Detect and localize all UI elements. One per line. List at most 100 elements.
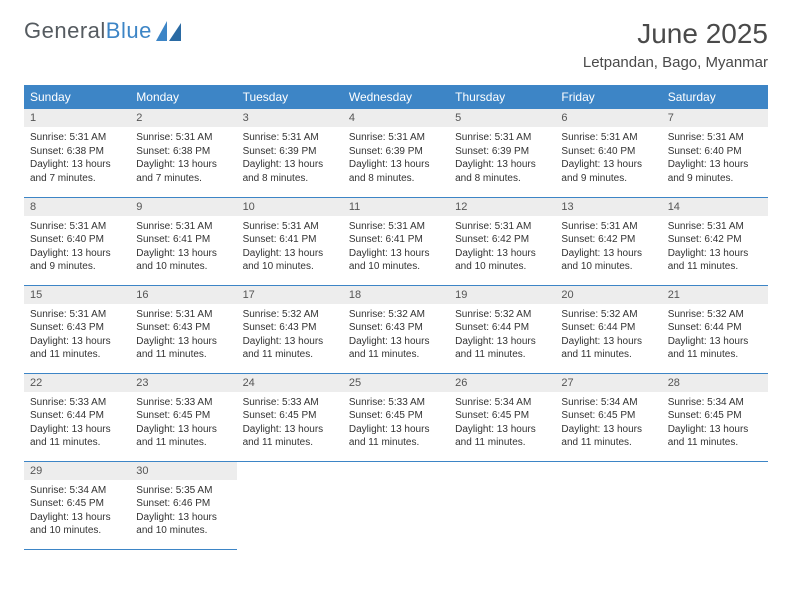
page-header: GeneralBlue June 2025 Letpandan, Bago, M… bbox=[24, 18, 768, 71]
day-number: 15 bbox=[24, 286, 130, 304]
day-content: Sunrise: 5:31 AMSunset: 6:41 PMDaylight:… bbox=[343, 216, 449, 278]
calendar-cell: 14Sunrise: 5:31 AMSunset: 6:42 PMDayligh… bbox=[662, 197, 768, 285]
sunset-line: Sunset: 6:42 PM bbox=[561, 233, 655, 247]
sunset-line: Sunset: 6:39 PM bbox=[243, 145, 337, 159]
sunset-line: Sunset: 6:45 PM bbox=[455, 409, 549, 423]
sunrise-line: Sunrise: 5:31 AM bbox=[136, 131, 230, 145]
sunset-line: Sunset: 6:43 PM bbox=[243, 321, 337, 335]
day-number: 21 bbox=[662, 286, 768, 304]
day-content: Sunrise: 5:34 AMSunset: 6:45 PMDaylight:… bbox=[555, 392, 661, 454]
sunset-line: Sunset: 6:45 PM bbox=[668, 409, 762, 423]
weekday-thursday: Thursday bbox=[449, 85, 555, 109]
sunrise-line: Sunrise: 5:31 AM bbox=[30, 308, 124, 322]
day-number: 11 bbox=[343, 198, 449, 216]
daylight-line: Daylight: 13 hours and 9 minutes. bbox=[668, 158, 762, 185]
daylight-line: Daylight: 13 hours and 10 minutes. bbox=[455, 247, 549, 274]
calendar-week-row: 22Sunrise: 5:33 AMSunset: 6:44 PMDayligh… bbox=[24, 373, 768, 461]
daylight-line: Daylight: 13 hours and 9 minutes. bbox=[30, 247, 124, 274]
calendar-cell: 3Sunrise: 5:31 AMSunset: 6:39 PMDaylight… bbox=[237, 109, 343, 197]
weekday-friday: Friday bbox=[555, 85, 661, 109]
calendar-cell: 20Sunrise: 5:32 AMSunset: 6:44 PMDayligh… bbox=[555, 285, 661, 373]
day-number: 1 bbox=[24, 109, 130, 127]
calendar-cell: 6Sunrise: 5:31 AMSunset: 6:40 PMDaylight… bbox=[555, 109, 661, 197]
sunset-line: Sunset: 6:40 PM bbox=[30, 233, 124, 247]
daylight-line: Daylight: 13 hours and 11 minutes. bbox=[349, 335, 443, 362]
calendar-cell: 25Sunrise: 5:33 AMSunset: 6:45 PMDayligh… bbox=[343, 373, 449, 461]
day-content: Sunrise: 5:31 AMSunset: 6:39 PMDaylight:… bbox=[237, 127, 343, 189]
calendar-cell: 10Sunrise: 5:31 AMSunset: 6:41 PMDayligh… bbox=[237, 197, 343, 285]
daylight-line: Daylight: 13 hours and 10 minutes. bbox=[136, 247, 230, 274]
daylight-line: Daylight: 13 hours and 11 minutes. bbox=[455, 335, 549, 362]
calendar-cell: 18Sunrise: 5:32 AMSunset: 6:43 PMDayligh… bbox=[343, 285, 449, 373]
day-number: 2 bbox=[130, 109, 236, 127]
day-number: 13 bbox=[555, 198, 661, 216]
calendar-cell: 16Sunrise: 5:31 AMSunset: 6:43 PMDayligh… bbox=[130, 285, 236, 373]
day-content: Sunrise: 5:32 AMSunset: 6:44 PMDaylight:… bbox=[662, 304, 768, 366]
day-number: 4 bbox=[343, 109, 449, 127]
daylight-line: Daylight: 13 hours and 11 minutes. bbox=[243, 423, 337, 450]
sunset-line: Sunset: 6:43 PM bbox=[136, 321, 230, 335]
sunset-line: Sunset: 6:45 PM bbox=[349, 409, 443, 423]
day-content: Sunrise: 5:32 AMSunset: 6:43 PMDaylight:… bbox=[343, 304, 449, 366]
day-content: Sunrise: 5:33 AMSunset: 6:45 PMDaylight:… bbox=[130, 392, 236, 454]
sunrise-line: Sunrise: 5:34 AM bbox=[668, 396, 762, 410]
calendar-week-row: 29Sunrise: 5:34 AMSunset: 6:45 PMDayligh… bbox=[24, 461, 768, 549]
sunset-line: Sunset: 6:43 PM bbox=[349, 321, 443, 335]
sunrise-line: Sunrise: 5:33 AM bbox=[136, 396, 230, 410]
sunset-line: Sunset: 6:40 PM bbox=[668, 145, 762, 159]
daylight-line: Daylight: 13 hours and 11 minutes. bbox=[136, 335, 230, 362]
sunrise-line: Sunrise: 5:31 AM bbox=[561, 220, 655, 234]
day-content: Sunrise: 5:31 AMSunset: 6:41 PMDaylight:… bbox=[237, 216, 343, 278]
sunset-line: Sunset: 6:44 PM bbox=[30, 409, 124, 423]
day-number: 14 bbox=[662, 198, 768, 216]
calendar-week-row: 15Sunrise: 5:31 AMSunset: 6:43 PMDayligh… bbox=[24, 285, 768, 373]
calendar-cell: 21Sunrise: 5:32 AMSunset: 6:44 PMDayligh… bbox=[662, 285, 768, 373]
day-content: Sunrise: 5:31 AMSunset: 6:43 PMDaylight:… bbox=[130, 304, 236, 366]
calendar-cell: 8Sunrise: 5:31 AMSunset: 6:40 PMDaylight… bbox=[24, 197, 130, 285]
day-content: Sunrise: 5:31 AMSunset: 6:42 PMDaylight:… bbox=[555, 216, 661, 278]
day-number: 9 bbox=[130, 198, 236, 216]
day-content: Sunrise: 5:33 AMSunset: 6:45 PMDaylight:… bbox=[343, 392, 449, 454]
calendar-cell: 30Sunrise: 5:35 AMSunset: 6:46 PMDayligh… bbox=[130, 461, 236, 549]
calendar-cell: 27Sunrise: 5:34 AMSunset: 6:45 PMDayligh… bbox=[555, 373, 661, 461]
daylight-line: Daylight: 13 hours and 11 minutes. bbox=[30, 423, 124, 450]
day-content: Sunrise: 5:31 AMSunset: 6:40 PMDaylight:… bbox=[662, 127, 768, 189]
daylight-line: Daylight: 13 hours and 11 minutes. bbox=[668, 335, 762, 362]
location-text: Letpandan, Bago, Myanmar bbox=[583, 54, 768, 71]
calendar-cell: 26Sunrise: 5:34 AMSunset: 6:45 PMDayligh… bbox=[449, 373, 555, 461]
day-content: Sunrise: 5:32 AMSunset: 6:43 PMDaylight:… bbox=[237, 304, 343, 366]
daylight-line: Daylight: 13 hours and 10 minutes. bbox=[30, 511, 124, 538]
calendar-cell: 1Sunrise: 5:31 AMSunset: 6:38 PMDaylight… bbox=[24, 109, 130, 197]
month-title: June 2025 bbox=[583, 18, 768, 50]
daylight-line: Daylight: 13 hours and 8 minutes. bbox=[455, 158, 549, 185]
day-number: 8 bbox=[24, 198, 130, 216]
sunset-line: Sunset: 6:39 PM bbox=[349, 145, 443, 159]
day-number: 26 bbox=[449, 374, 555, 392]
calendar-cell: 5Sunrise: 5:31 AMSunset: 6:39 PMDaylight… bbox=[449, 109, 555, 197]
calendar-cell: 15Sunrise: 5:31 AMSunset: 6:43 PMDayligh… bbox=[24, 285, 130, 373]
day-content: Sunrise: 5:31 AMSunset: 6:42 PMDaylight:… bbox=[449, 216, 555, 278]
calendar-cell bbox=[237, 461, 343, 549]
calendar-cell: 17Sunrise: 5:32 AMSunset: 6:43 PMDayligh… bbox=[237, 285, 343, 373]
day-number: 18 bbox=[343, 286, 449, 304]
sunrise-line: Sunrise: 5:31 AM bbox=[30, 220, 124, 234]
sunrise-line: Sunrise: 5:34 AM bbox=[455, 396, 549, 410]
calendar-cell bbox=[449, 461, 555, 549]
day-content: Sunrise: 5:31 AMSunset: 6:40 PMDaylight:… bbox=[24, 216, 130, 278]
calendar-body: 1Sunrise: 5:31 AMSunset: 6:38 PMDaylight… bbox=[24, 109, 768, 549]
day-number: 12 bbox=[449, 198, 555, 216]
daylight-line: Daylight: 13 hours and 7 minutes. bbox=[30, 158, 124, 185]
sunset-line: Sunset: 6:38 PM bbox=[30, 145, 124, 159]
daylight-line: Daylight: 13 hours and 11 minutes. bbox=[668, 423, 762, 450]
sunset-line: Sunset: 6:42 PM bbox=[668, 233, 762, 247]
calendar-cell bbox=[555, 461, 661, 549]
sunset-line: Sunset: 6:45 PM bbox=[136, 409, 230, 423]
sunrise-line: Sunrise: 5:31 AM bbox=[455, 131, 549, 145]
day-content: Sunrise: 5:34 AMSunset: 6:45 PMDaylight:… bbox=[24, 480, 130, 542]
day-number: 30 bbox=[130, 462, 236, 480]
daylight-line: Daylight: 13 hours and 10 minutes. bbox=[136, 511, 230, 538]
sunrise-line: Sunrise: 5:31 AM bbox=[455, 220, 549, 234]
day-number: 28 bbox=[662, 374, 768, 392]
sunrise-line: Sunrise: 5:31 AM bbox=[243, 220, 337, 234]
weekday-sunday: Sunday bbox=[24, 85, 130, 109]
